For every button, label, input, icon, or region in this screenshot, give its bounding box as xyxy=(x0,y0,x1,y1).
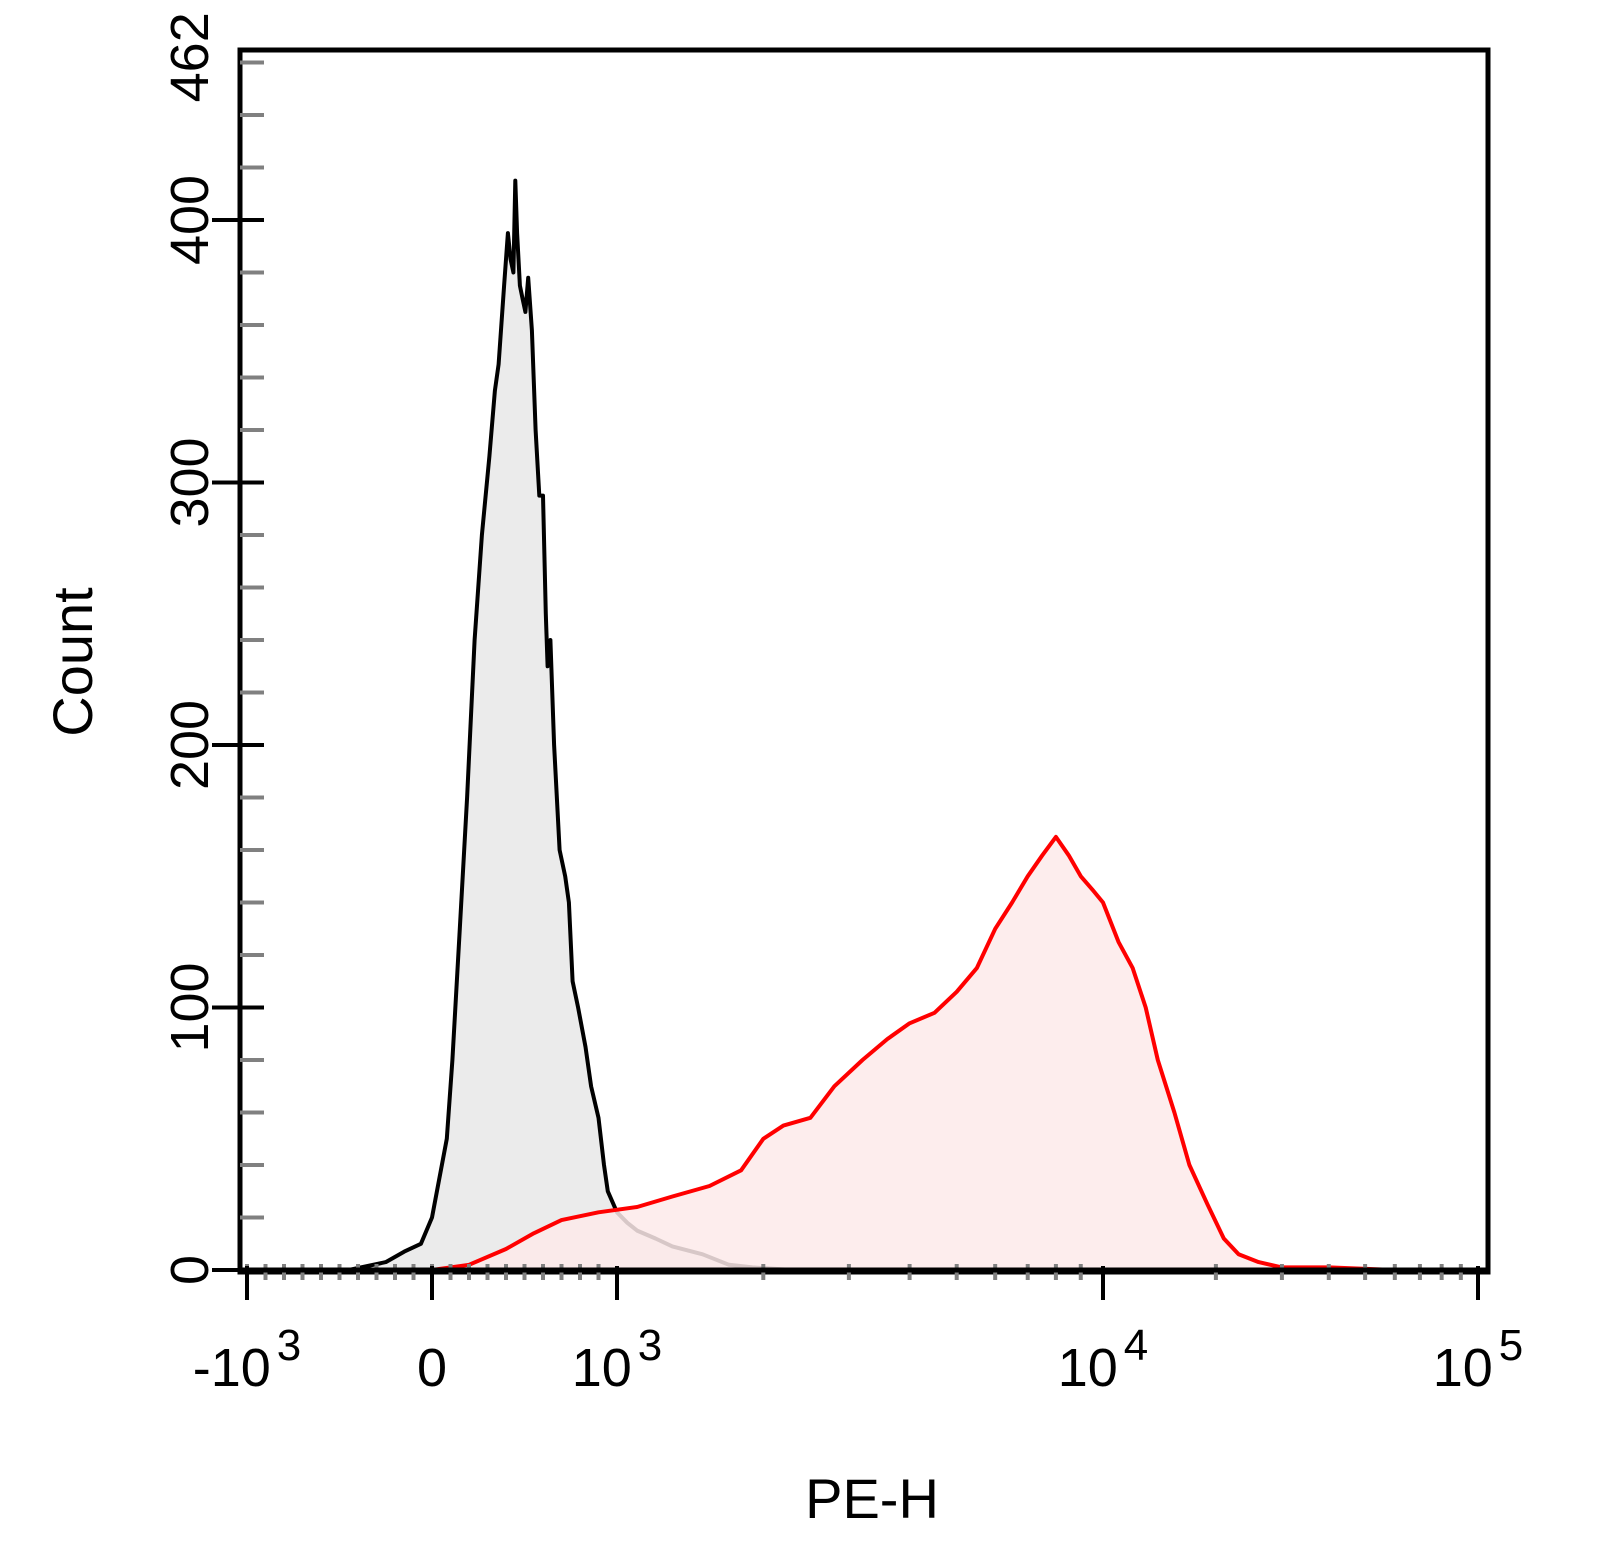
y-tick-label: 100 xyxy=(160,962,220,1052)
x-tick-label: 10 3 xyxy=(572,1321,663,1398)
series-0-area xyxy=(348,180,793,1271)
x-tick-label: 0 xyxy=(417,1338,447,1398)
y-tick-label: 462 xyxy=(160,12,220,102)
x-tick-label: 10 4 xyxy=(1058,1321,1149,1398)
y-tick-label: 300 xyxy=(160,437,220,527)
axis-layer: 0 100 200 300 400 462 -10 3 0 10 3 10 4 10 5 xyxy=(160,12,1523,1398)
x-axis-title: PE-H xyxy=(805,1467,939,1530)
y-axis-title: Count xyxy=(41,587,104,737)
y-tick-label: 200 xyxy=(160,700,220,790)
y-tick-label: 0 xyxy=(160,1255,220,1285)
x-tick-label: 10 5 xyxy=(1433,1321,1524,1398)
series-0-line xyxy=(348,178,793,1272)
series-1-line xyxy=(431,834,1452,1272)
series-layer xyxy=(348,178,1452,1272)
series-1-area xyxy=(432,836,1452,1270)
x-tick-label: -10 3 xyxy=(193,1321,302,1398)
y-tick-label: 400 xyxy=(160,175,220,265)
